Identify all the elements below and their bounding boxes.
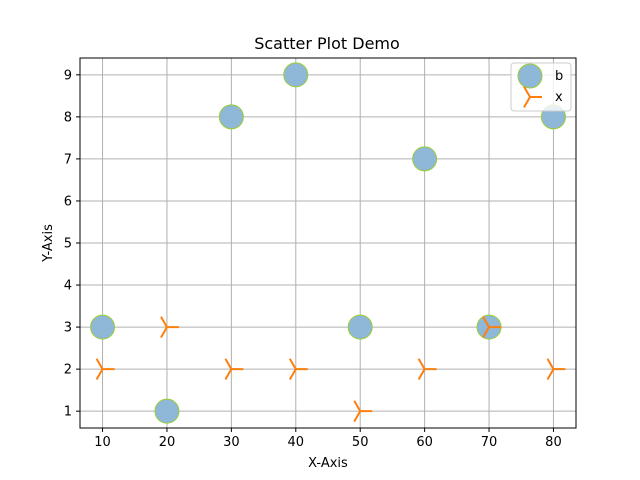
point-x <box>482 316 502 338</box>
y-tick-label: 8 <box>64 110 72 125</box>
y-tick-label: 2 <box>64 363 72 378</box>
point-x <box>288 358 308 381</box>
point-b <box>90 314 116 340</box>
y-ticks: 1 2 3 4 5 6 7 8 9 <box>64 68 80 420</box>
x-tick-label: 50 <box>352 435 369 450</box>
chart-title: Scatter Plot Demo <box>254 34 400 53</box>
y-tick-label: 1 <box>64 405 72 420</box>
x-tick-label: 20 <box>159 435 176 450</box>
point-b <box>218 104 244 130</box>
point-b <box>347 314 373 340</box>
point-b <box>154 398 180 424</box>
y-tick-label: 4 <box>64 279 72 294</box>
legend-label-b: b <box>555 69 563 84</box>
y-tick-label: 7 <box>64 152 72 167</box>
y-tick-label: 5 <box>64 237 72 252</box>
x-tick-label: 10 <box>94 435 111 450</box>
x-tick-label: 70 <box>481 435 498 450</box>
y-tick-label: 6 <box>64 194 72 209</box>
legend-marker-b <box>517 63 543 89</box>
point-b <box>283 62 309 88</box>
y-axis-label: Y-Axis <box>41 224 56 263</box>
point-x <box>417 358 437 381</box>
point-b <box>412 146 438 172</box>
plot-frame <box>79 57 577 429</box>
point-x <box>546 358 566 381</box>
data-points <box>90 62 566 424</box>
y-tick-label: 3 <box>64 321 72 336</box>
legend-marker-x-shape <box>523 86 542 108</box>
x-tick-label: 80 <box>545 435 562 450</box>
x-ticks: 10 20 30 40 50 60 70 80 <box>94 428 562 450</box>
point-x <box>160 316 179 338</box>
x-tick-label: 30 <box>223 435 240 450</box>
x-tick-label: 60 <box>416 435 433 450</box>
legend-label-x: x <box>555 90 563 105</box>
y-tick-label: 9 <box>64 68 72 83</box>
x-tick-label: 40 <box>288 435 305 450</box>
legend-marker-x <box>523 86 542 108</box>
point-x <box>95 358 115 381</box>
legend-marker-b-shape <box>517 63 543 89</box>
x-axis-label: X-Axis <box>308 456 348 471</box>
legend: b x <box>510 62 572 112</box>
point-x <box>353 400 373 423</box>
point-x <box>224 358 244 381</box>
